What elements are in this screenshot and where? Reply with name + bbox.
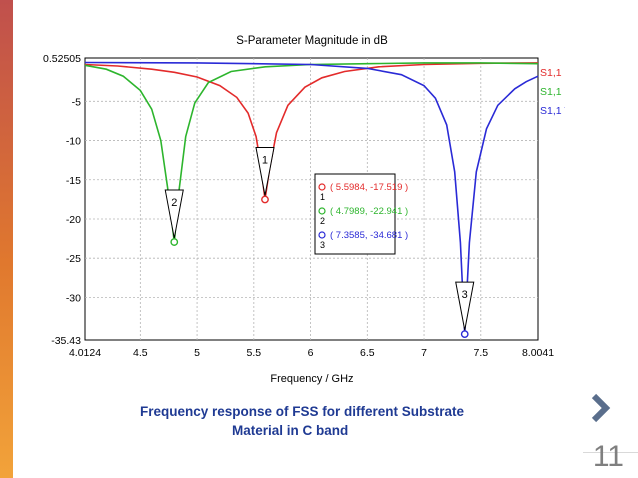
- y-tick-label: -5: [72, 96, 81, 108]
- series-line: [84, 62, 539, 243]
- marker-point: [261, 195, 269, 204]
- y-tick-label: -30: [66, 292, 81, 304]
- chart-panel: 1 2 3 4.0124 4.5 5 5.5 6 6.5 7 7.5 8.0041 0.52505 -…: [42, 18, 565, 385]
- marker-id-label: 3: [462, 289, 468, 301]
- x-tick-label: 5.5: [247, 347, 262, 359]
- x-tick-label: 5: [194, 347, 200, 359]
- marker-flag: [255, 147, 275, 196]
- readout-value: ( 4.7989, -22.941 ): [330, 206, 408, 217]
- y-tick-label: -25: [66, 253, 81, 265]
- y-tick-label: -20: [66, 214, 81, 226]
- marker-id-label: 2: [171, 197, 177, 209]
- x-tick-label: 6: [308, 347, 314, 359]
- marker-id-label: 1: [262, 155, 268, 167]
- chart-title: S-Parameter Magnitude in dB: [236, 35, 388, 47]
- caption-line-2: Material in C band: [232, 423, 349, 438]
- page-number: 11: [592, 440, 624, 473]
- readout-id: 1: [320, 192, 325, 202]
- x-tick-label: 6.5: [360, 347, 375, 359]
- readout-marker-icon: [318, 207, 326, 215]
- readout-marker-icon: [318, 231, 326, 239]
- x-tick-labels: 4.0124 4.5 5 5.5 6 6.5 7 7.5 8.0041: [69, 347, 554, 359]
- readout-id: 2: [320, 216, 325, 226]
- y-tick-labels: 0.52505 -5 -10 -15 -20 -25 -30 -35.43: [43, 53, 81, 347]
- x-tick-label: 4.5: [133, 347, 148, 359]
- legend: S1,1 S1,1 mica S1,1 Teflon: [540, 67, 565, 117]
- y-tick-label: -15: [66, 175, 81, 187]
- legend-entry: S1,1: [540, 67, 562, 79]
- readout-id: 3: [320, 240, 325, 250]
- x-tick-label: 7.5: [473, 347, 488, 359]
- next-slide-chevron-icon[interactable]: [588, 393, 614, 423]
- readout-value: ( 7.3585, -34.681 ): [330, 230, 408, 241]
- marker-layer: 1 2 3: [164, 147, 475, 339]
- legend-entry: S1,1 Teflon: [540, 105, 565, 117]
- y-tick-label: -10: [66, 136, 81, 148]
- marker-flag: [455, 281, 475, 331]
- marker-flag: [164, 189, 184, 239]
- x-tick-label: 8.0041: [522, 347, 554, 359]
- series-line: [84, 61, 539, 335]
- y-tick-label: -35.43: [51, 335, 81, 347]
- y-tick-label: 0.52505: [43, 53, 81, 65]
- marker-point: [460, 330, 469, 339]
- marker-point: [170, 238, 179, 246]
- x-axis-label: Frequency / GHz: [270, 373, 353, 385]
- x-tick-label: 7: [421, 347, 427, 359]
- marker-readout-box: 1 ( 5.5984, -17.519 ) 2 ( 4.7989, -22.941 )…: [314, 173, 408, 255]
- accent-sidebar: [0, 0, 13, 478]
- slide-caption: Frequency response of FSS for different …: [140, 402, 540, 440]
- readout-marker-icon: [318, 183, 326, 191]
- divider: [583, 452, 638, 453]
- readout-value: ( 5.5984, -17.519 ): [330, 182, 408, 193]
- x-tick-label: 4.0124: [69, 347, 101, 359]
- legend-entry: S1,1 mica: [540, 86, 565, 98]
- s-parameter-chart: 1 2 3 4.0124 4.5 5 5.5 6 6.5 7 7.5 8.0041 0.52505 -…: [43, 35, 565, 385]
- caption-line-1: Frequency response of FSS for different …: [140, 404, 465, 419]
